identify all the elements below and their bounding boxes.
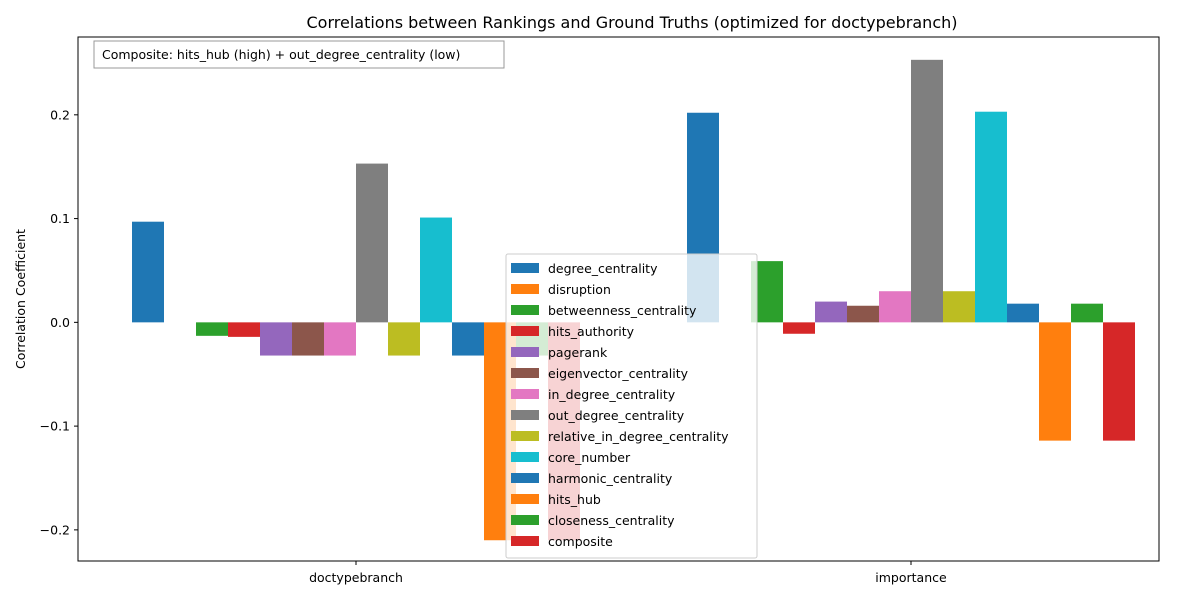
annotation-text: Composite: hits_hub (high) + out_degree_… (102, 47, 460, 62)
legend-label-out_degree_centrality: out_degree_centrality (548, 408, 685, 423)
legend-swatch-relative_in_degree_centrality (511, 431, 539, 441)
legend-label-harmonic_centrality: harmonic_centrality (548, 471, 673, 486)
composite-annotation: Composite: hits_hub (high) + out_degree_… (93, 40, 505, 69)
bar-in_degree_centrality-doctypebranch (324, 322, 356, 356)
bar-betweenness_centrality-doctypebranch (196, 322, 228, 336)
legend-swatch-degree_centrality (511, 263, 539, 273)
legend-swatch-eigenvector_centrality (511, 368, 539, 378)
x-axis: doctypebranch importance (309, 561, 947, 585)
bar-out_degree_centrality-doctypebranch (356, 163, 388, 323)
legend-swatch-harmonic_centrality (511, 473, 539, 483)
plot-area (132, 59, 1135, 541)
bar-hits_authority-importance (783, 322, 815, 334)
bar-hits_authority-doctypebranch (228, 322, 260, 337)
legend-swatch-closeness_centrality (511, 515, 539, 525)
legend-label-eigenvector_centrality: eigenvector_centrality (548, 366, 689, 381)
legend-swatch-core_number (511, 452, 539, 462)
y-axis: −0.2 −0.1 0.0 0.1 0.2 (40, 107, 78, 537)
legend-swatch-composite (511, 536, 539, 546)
bar-in_degree_centrality-importance (879, 291, 911, 323)
y-tick-label: 0.1 (50, 211, 70, 226)
legend-label-disruption: disruption (548, 282, 611, 297)
bar-eigenvector_centrality-importance (847, 305, 879, 323)
y-tick-label: −0.2 (40, 522, 70, 537)
bar-core_number-doctypebranch (420, 217, 452, 323)
bar-pagerank-importance (815, 301, 847, 323)
legend-label-closeness_centrality: closeness_centrality (548, 513, 675, 528)
y-tick-label: 0.2 (50, 107, 70, 122)
legend-box (505, 253, 758, 559)
legend-swatch-in_degree_centrality (511, 389, 539, 399)
legend-label-in_degree_centrality: in_degree_centrality (548, 387, 676, 402)
bar-eigenvector_centrality-doctypebranch (292, 322, 324, 356)
bar-relative_in_degree_centrality-importance (943, 291, 975, 323)
y-tick-label: 0.0 (50, 315, 70, 330)
plot-frame (77, 36, 1160, 562)
legend-label-degree_centrality: degree_centrality (548, 261, 658, 276)
x-tick-label-doctypebranch: doctypebranch (309, 570, 403, 585)
legend-swatch-disruption (511, 284, 539, 294)
legend-label-pagerank: pagerank (548, 345, 608, 360)
legend-label-relative_in_degree_centrality: relative_in_degree_centrality (548, 429, 729, 444)
bar-harmonic_centrality-importance (1007, 303, 1039, 323)
legend-swatch-hits_hub (511, 494, 539, 504)
bar-relative_in_degree_centrality-doctypebranch (388, 322, 420, 356)
chart-title: Correlations between Rankings and Ground… (306, 13, 957, 32)
legend-label-composite: composite (548, 534, 613, 549)
y-axis-label: Correlation Coefficient (13, 229, 28, 369)
annotation-box (93, 40, 505, 69)
bar-composite-importance (1103, 322, 1135, 441)
bar-closeness_centrality-importance (1071, 303, 1103, 323)
legend-swatch-betweenness_centrality (511, 305, 539, 315)
legend-swatch-hits_authority (511, 326, 539, 336)
legend-swatch-out_degree_centrality (511, 410, 539, 420)
bar-hits_hub-importance (1039, 322, 1071, 441)
legend-label-core_number: core_number (548, 450, 631, 465)
bar-pagerank-doctypebranch (260, 322, 292, 356)
legend-label-hits_authority: hits_authority (548, 324, 635, 339)
bar-degree_centrality-doctypebranch (132, 221, 164, 323)
legend-swatch-pagerank (511, 347, 539, 357)
bar-harmonic_centrality-doctypebranch (452, 322, 484, 356)
legend-label-hits_hub: hits_hub (548, 492, 601, 507)
legend-label-betweenness_centrality: betweenness_centrality (548, 303, 697, 318)
bar-out_degree_centrality-importance (911, 59, 943, 323)
legend: degree_centrality disruption betweenness_c… (505, 253, 758, 559)
y-tick-label: −0.1 (40, 419, 70, 434)
x-tick-label-importance: importance (875, 570, 947, 585)
bar-core_number-importance (975, 111, 1007, 323)
